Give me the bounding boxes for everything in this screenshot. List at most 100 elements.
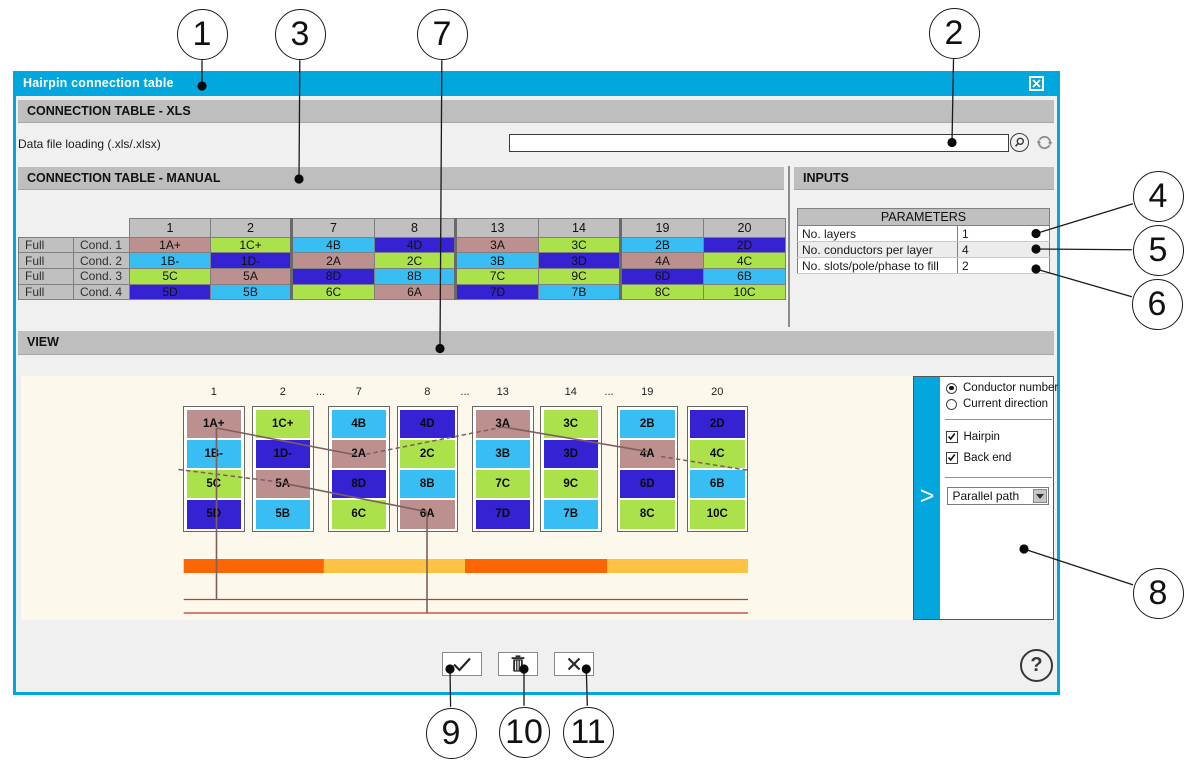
view-conductor-cell[interactable]: 4A <box>620 439 675 469</box>
dropdown-button[interactable] <box>1032 489 1047 503</box>
conductor-cell[interactable]: 9C <box>538 267 621 285</box>
section-title-inputs: INPUTS <box>803 171 849 185</box>
conductor-cell[interactable]: 1A+ <box>129 236 211 254</box>
reload-button[interactable] <box>1035 133 1054 152</box>
conductor-cell[interactable]: 7B <box>538 283 621 301</box>
view-conductor-cell[interactable]: 4B <box>331 409 386 439</box>
conductor-cell[interactable]: 5A <box>210 267 292 285</box>
checkbox-option[interactable]: Hairpin <box>946 431 1000 443</box>
conductor-cell[interactable]: 1B- <box>129 252 211 269</box>
conductor-cell[interactable]: 2D <box>703 236 786 254</box>
slots-ellipsis: ... <box>315 386 326 398</box>
dialog-titlebar[interactable]: Hairpin connection table <box>16 71 1057 96</box>
conductor-cell[interactable]: 4A <box>619 252 704 269</box>
slot-box: 2D 4C 6B 10C <box>686 406 748 532</box>
parameter-value[interactable]: 4 <box>957 241 1050 258</box>
conductor-cell[interactable]: 5D <box>129 283 211 301</box>
view-conductor-cell[interactable]: 2D <box>690 409 745 439</box>
view-conductor-cell[interactable]: 5A <box>255 469 310 499</box>
view-conductor-cell[interactable]: 6A <box>400 499 455 529</box>
view-conductor-cell[interactable]: 8B <box>400 469 455 499</box>
conductor-cell[interactable]: 2A <box>290 252 375 269</box>
conductor-cell[interactable]: 2B <box>619 236 704 254</box>
conductor-cell[interactable]: 5C <box>129 267 211 285</box>
conductor-cell[interactable]: 7D <box>454 283 539 301</box>
conductor-cell[interactable]: 7C <box>454 267 539 285</box>
view-conductor-cell[interactable]: 1A+ <box>186 409 241 439</box>
delete-button[interactable] <box>497 651 538 677</box>
cancel-button[interactable] <box>553 651 594 677</box>
slot-number-label: 2 <box>279 386 286 398</box>
winding-view-canvas[interactable]: 1 1A+ 1B- 5C 5D 2 1C+ 1D- 5A 5B 7 4B 2A 8D 6C 8 4D 2C 8B 6A… <box>21 376 914 620</box>
view-conductor-cell[interactable]: 1D- <box>255 439 310 469</box>
callout-number-9: 9 <box>425 707 477 759</box>
parameters-header-row: PARAMETERS <box>797 208 1050 226</box>
parameter-value[interactable]: 1 <box>957 225 1050 242</box>
view-conductor-cell[interactable]: 3B <box>475 439 530 469</box>
view-conductor-cell[interactable]: 1B- <box>186 439 241 469</box>
view-conductor-cell[interactable]: 1C+ <box>255 409 310 439</box>
view-conductor-cell[interactable]: 3A <box>475 409 530 439</box>
conductor-cell[interactable]: 3C <box>538 236 621 254</box>
conductor-cell[interactable]: 4D <box>374 236 456 254</box>
conductor-cell[interactable]: 8B <box>374 267 456 285</box>
parallel-path-dropdown[interactable]: Parallel path <box>946 487 1049 505</box>
conductor-cell[interactable]: 4B <box>290 236 375 254</box>
conductor-cell[interactable]: 3B <box>454 252 539 269</box>
checkbox-option[interactable]: Back end <box>946 452 1011 464</box>
row-span-cell: Full <box>18 252 74 269</box>
conductor-cell[interactable]: 6A <box>374 283 456 301</box>
view-conductor-cell[interactable]: 6D <box>620 469 675 499</box>
view-conductor-cell[interactable]: 2C <box>400 439 455 469</box>
view-conductor-cell[interactable]: 2A <box>331 439 386 469</box>
checkbox-checked-icon[interactable] <box>946 431 958 443</box>
validate-button[interactable] <box>441 651 482 677</box>
row-span-cell: Full <box>18 236 74 254</box>
close-button[interactable] <box>1029 76 1044 91</box>
radio-option[interactable]: Conductor number <box>946 382 1058 394</box>
conductor-cell[interactable]: 5B <box>210 283 292 301</box>
view-conductor-cell[interactable]: 8D <box>331 469 386 499</box>
callout-number-4: 4 <box>1132 170 1184 222</box>
view-conductor-cell[interactable]: 6C <box>331 499 386 529</box>
view-conductor-cell[interactable]: 4D <box>400 409 455 439</box>
conductor-cell[interactable]: 1D- <box>210 252 292 269</box>
conductor-cell[interactable]: 3D <box>538 252 621 269</box>
section-title-xls: CONNECTION TABLE - XLS <box>27 104 191 118</box>
radio-icon[interactable] <box>946 398 957 410</box>
conductor-cell[interactable]: 8C <box>619 283 704 301</box>
view-conductor-cell[interactable]: 7B <box>543 499 598 529</box>
panel-collapse-handle[interactable]: > <box>914 377 940 619</box>
conductor-cell[interactable]: 10C <box>703 283 786 301</box>
slot-number-label: 14 <box>564 386 577 398</box>
view-conductor-cell[interactable]: 10C <box>690 499 745 529</box>
row-span-cell: Full <box>18 267 74 285</box>
view-conductor-cell[interactable]: 2B <box>620 409 675 439</box>
view-conductor-cell[interactable]: 4C <box>690 439 745 469</box>
view-conductor-cell[interactable]: 8C <box>620 499 675 529</box>
view-conductor-cell[interactable]: 5B <box>255 499 310 529</box>
conductor-cell[interactable]: 6D <box>619 267 704 285</box>
view-conductor-cell[interactable]: 3D <box>543 439 598 469</box>
view-conductor-cell[interactable]: 5D <box>186 499 241 529</box>
view-conductor-cell[interactable]: 7C <box>475 469 530 499</box>
view-conductor-cell[interactable]: 7D <box>475 499 530 529</box>
conductor-cell[interactable]: 6C <box>290 283 375 301</box>
browse-file-button[interactable] <box>1010 133 1029 152</box>
conductor-cell[interactable]: 2C <box>374 252 456 269</box>
conductor-cell[interactable]: 1C+ <box>210 236 292 254</box>
view-conductor-cell[interactable]: 3C <box>543 409 598 439</box>
radio-option[interactable]: Current direction <box>946 398 1048 410</box>
conductor-cell[interactable]: 8D <box>290 267 375 285</box>
view-conductor-cell[interactable]: 5C <box>186 469 241 499</box>
view-conductor-cell[interactable]: 9C <box>543 469 598 499</box>
view-conductor-cell[interactable]: 6B <box>690 469 745 499</box>
checkbox-checked-icon[interactable] <box>946 452 958 464</box>
file-path-input[interactable] <box>509 134 1009 152</box>
conductor-cell[interactable]: 4C <box>703 252 786 269</box>
conductor-cell[interactable]: 3A <box>454 236 539 254</box>
conductor-cell[interactable]: 6B <box>703 267 786 285</box>
parameter-value[interactable]: 2 <box>957 257 1050 274</box>
help-button[interactable]: ? <box>1020 649 1053 682</box>
radio-selected-icon[interactable] <box>946 382 957 394</box>
